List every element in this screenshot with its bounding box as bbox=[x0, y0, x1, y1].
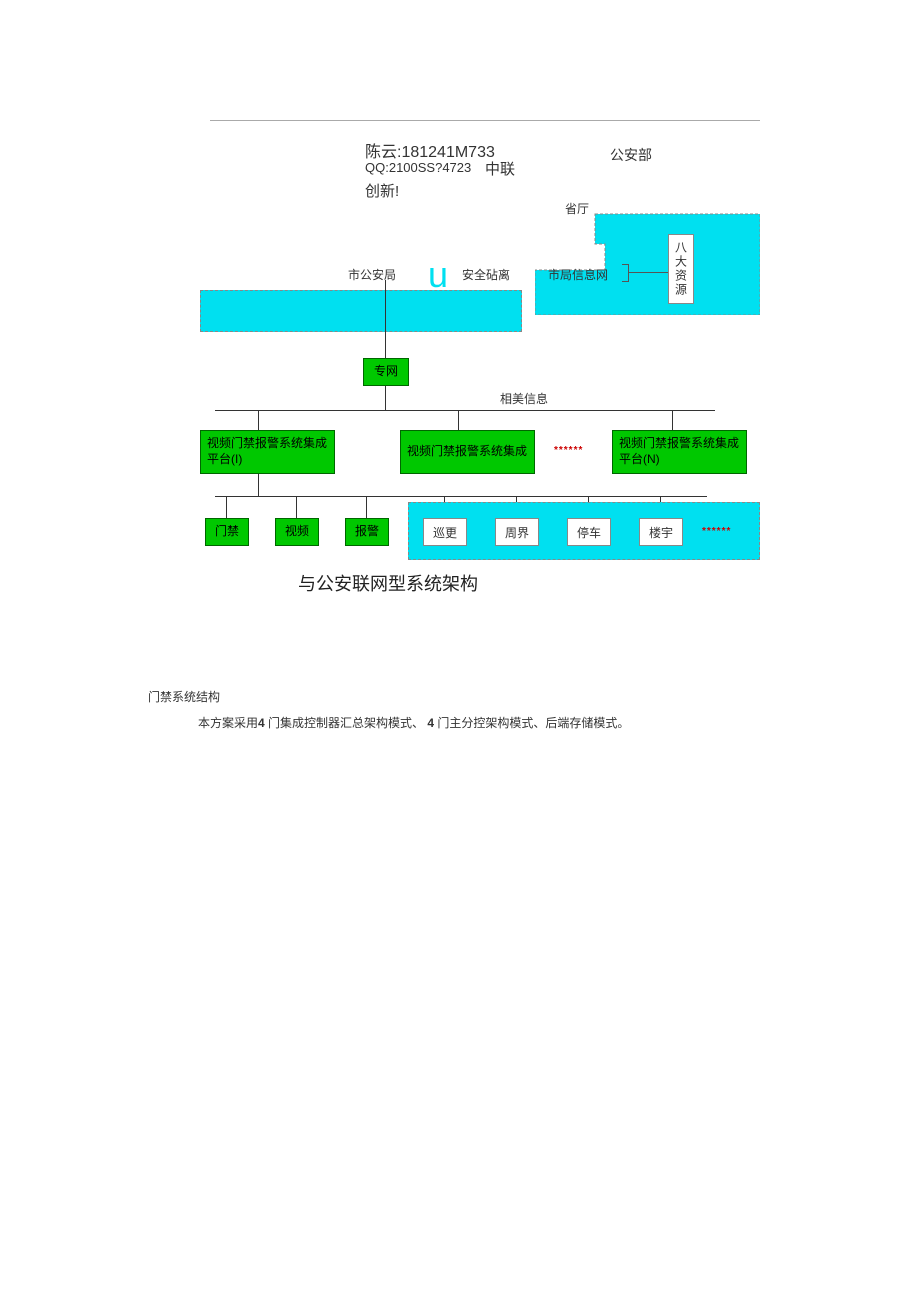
section-heading: 门禁系统结构 bbox=[148, 688, 220, 705]
building-box: 楼宇 bbox=[639, 518, 683, 546]
bus-bottom bbox=[215, 496, 707, 497]
video-box: 视频 bbox=[275, 518, 319, 546]
dots-bottom: ****** bbox=[702, 526, 731, 537]
drop-platform-mid bbox=[458, 410, 459, 430]
diagram-title: 与公安联网型系统架构 bbox=[298, 570, 478, 596]
door-box: 门禁 bbox=[205, 518, 249, 546]
body-paragraph: 本方案采用4 门集成控制器汇总架构模式、 4 门主分控架构模式、后端存储模式。 bbox=[198, 714, 818, 733]
line-platform-i-down bbox=[258, 474, 259, 496]
alarm-box: 报警 bbox=[345, 518, 389, 546]
cyan-region-upper bbox=[535, 200, 760, 315]
platform-mid-box: 视频门禁报警系统集成 bbox=[400, 430, 535, 474]
private-net-box: 专网 bbox=[363, 358, 409, 386]
drop-platform-n bbox=[672, 410, 673, 430]
related-info-label: 相美信息 bbox=[500, 390, 548, 407]
platform-n-box: 视频门禁报警系统集成平台(N) bbox=[612, 430, 747, 474]
drop-platform-i bbox=[258, 410, 259, 430]
para-num1: 4 bbox=[258, 716, 265, 730]
company-label: 中联 bbox=[485, 158, 515, 179]
para-prefix: 本方案采用 bbox=[198, 716, 258, 730]
bracket-icon bbox=[622, 264, 629, 282]
patrol-box: 巡更 bbox=[423, 518, 467, 546]
dots-mid: ****** bbox=[554, 445, 583, 456]
safety-label: 安全砧离 bbox=[462, 266, 510, 283]
gonganbu-label: 公安部 bbox=[610, 145, 652, 165]
drop-alarm bbox=[366, 496, 367, 518]
platform-i-box: 视频门禁报警系统集成平台(I) bbox=[200, 430, 335, 474]
connector-info-resource bbox=[628, 272, 668, 273]
cyan-strip-left bbox=[200, 290, 522, 332]
parking-box: 停车 bbox=[567, 518, 611, 546]
contact-name: 陈云:181241M733 bbox=[365, 138, 495, 162]
para-part1: 门集成控制器汇总架构模式、 bbox=[265, 716, 428, 730]
para-part2: 门主分控架构模式、后端存储模式。 bbox=[434, 716, 629, 730]
u-glyph: u bbox=[428, 254, 448, 296]
badaziyuan-box: 八大资源 bbox=[668, 234, 694, 304]
perimeter-box: 周界 bbox=[495, 518, 539, 546]
drop-video bbox=[296, 496, 297, 518]
qq-line: QQ:2100SS?4723 bbox=[365, 160, 471, 175]
innovate-label: 创新! bbox=[365, 180, 399, 201]
line-private-down bbox=[385, 386, 386, 410]
city-bureau-label: 市公安局 bbox=[348, 266, 396, 283]
info-net-label: 市局信息网 bbox=[548, 266, 608, 283]
line-city-to-private bbox=[385, 280, 386, 358]
drop-door bbox=[226, 496, 227, 518]
bus-platforms bbox=[215, 410, 715, 411]
